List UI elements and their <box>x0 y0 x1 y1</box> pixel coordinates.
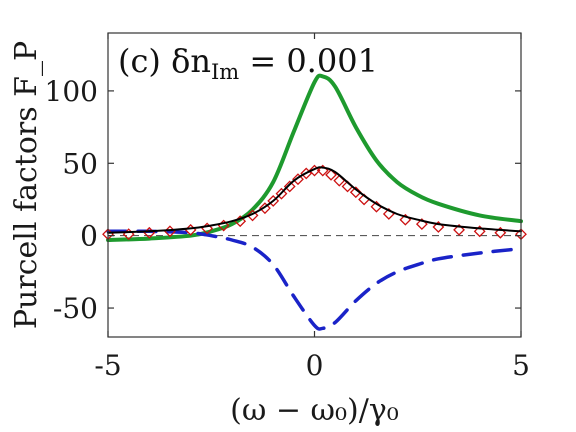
data-point <box>283 180 296 193</box>
plot-area <box>102 73 527 331</box>
data-point <box>308 164 321 177</box>
data-point <box>453 223 465 236</box>
y-tick-label: 100 <box>45 75 98 108</box>
data-point <box>325 168 337 181</box>
series-1-line <box>106 229 523 331</box>
x-tick-label: 5 <box>512 349 530 382</box>
x-tick-label: -5 <box>94 349 121 382</box>
y-tick-label: 0 <box>80 220 98 253</box>
series-2-line <box>107 166 522 234</box>
x-axis-label: (ω − ω₀)/γ₀ <box>230 393 399 428</box>
data-point <box>259 202 271 215</box>
x-tick-label: 0 <box>306 349 324 382</box>
panel-label: (c) δnIm = 0.001 <box>118 42 378 84</box>
data-point <box>292 173 304 186</box>
data-point <box>275 187 288 200</box>
data-point <box>246 209 259 222</box>
series-0-line <box>106 73 523 242</box>
series-3-markers <box>102 164 527 241</box>
data-point <box>349 186 362 199</box>
y-tick-label: 50 <box>62 147 98 180</box>
y-tick-label: -50 <box>53 292 98 325</box>
y-axis-label: Purcell factors F_P <box>9 41 44 329</box>
